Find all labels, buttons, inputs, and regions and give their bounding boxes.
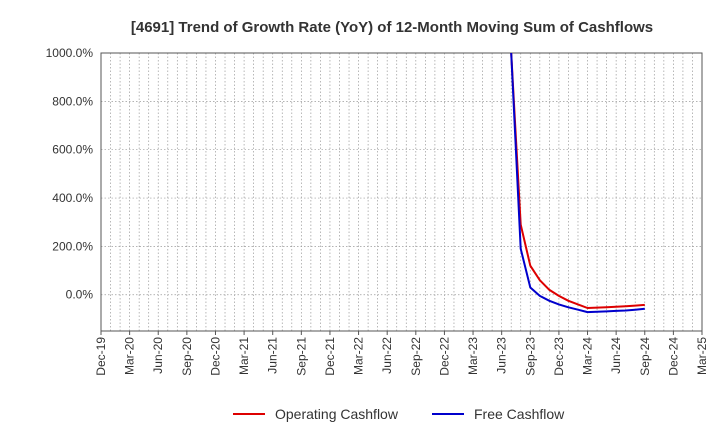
y-tick-label: 1000.0% <box>46 46 94 60</box>
x-tick-label: Sep-22 <box>409 337 423 376</box>
x-tick-label: Mar-21 <box>237 337 251 375</box>
y-tick-label: 800.0% <box>52 94 93 108</box>
x-tick-label: Dec-22 <box>437 337 451 376</box>
x-tick-label: Dec-20 <box>208 337 222 376</box>
series-lines <box>510 53 645 314</box>
x-tick-label: Mar-25 <box>695 337 709 375</box>
x-tick-label: Jun-21 <box>266 337 280 374</box>
x-tick-label: Jun-24 <box>609 337 623 374</box>
x-tick-label: Mar-23 <box>466 337 480 375</box>
legend-label: Free Cashflow <box>474 406 565 422</box>
x-tick-label: Sep-21 <box>294 337 308 376</box>
x-tick-label: Sep-20 <box>180 337 194 376</box>
plot-area-frame <box>100 52 703 332</box>
x-tick-label: Dec-24 <box>666 337 680 376</box>
series-line-free-cashflow <box>510 53 645 314</box>
x-tick-label: Sep-24 <box>638 337 652 376</box>
y-tick-label: 400.0% <box>52 191 93 205</box>
x-tick-label: Mar-22 <box>352 337 366 375</box>
y-tick-label: 200.0% <box>52 239 93 253</box>
x-tick-label: Jun-23 <box>495 337 509 374</box>
axes: 0.0% 200.0% 400.0% 600.0% 800.0% 1000.0% Dec-1… <box>46 46 709 376</box>
x-tick-label: Mar-24 <box>581 337 595 375</box>
x-tick-label: Dec-21 <box>323 337 337 376</box>
x-tick-label: Jun-22 <box>380 337 394 374</box>
legend: Operating Cashflow Free Cashflow <box>233 406 565 422</box>
x-tick-label: Dec-23 <box>552 337 566 376</box>
grid-lines <box>101 52 702 331</box>
x-tick-label: Mar-20 <box>123 337 137 375</box>
series-line-operating-cashflow <box>510 53 645 309</box>
x-tick-label: Dec-19 <box>94 337 108 376</box>
y-tick-label: 600.0% <box>52 143 93 157</box>
x-tick-label: Jun-20 <box>151 337 165 374</box>
x-tick-label: Sep-23 <box>523 337 537 376</box>
y-tick-label: 0.0% <box>66 288 94 302</box>
legend-label: Operating Cashflow <box>275 406 399 422</box>
chart-title: [4691] Trend of Growth Rate (YoY) of 12-… <box>131 19 653 36</box>
